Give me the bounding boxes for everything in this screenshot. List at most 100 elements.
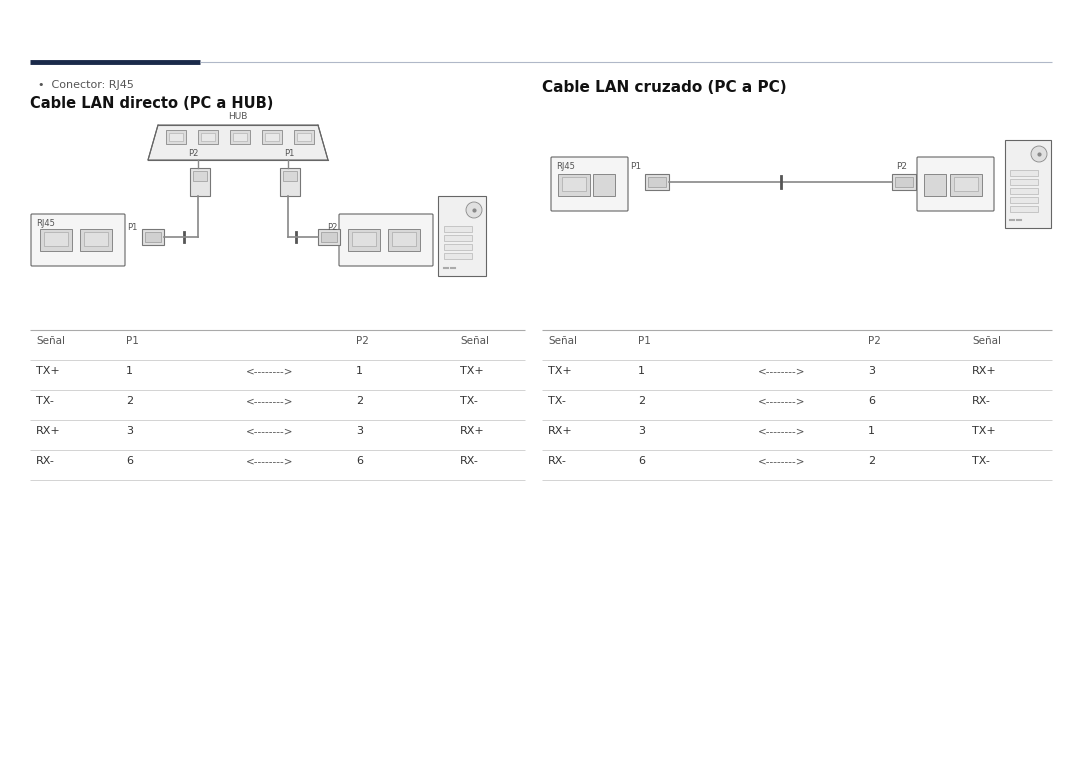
Text: RX+: RX+ [460, 426, 485, 436]
Text: TX-: TX- [36, 396, 54, 406]
Bar [352, 232, 376, 246]
Text: RJ45: RJ45 [556, 162, 575, 171]
Text: P1: P1 [284, 149, 295, 158]
Text: 6: 6 [126, 456, 133, 466]
Polygon shape [148, 125, 328, 160]
Text: P2: P2 [868, 336, 881, 346]
Bar [558, 174, 590, 196]
Text: <-------->: <--------> [758, 396, 806, 406]
Bar [40, 229, 72, 251]
Text: 6: 6 [868, 396, 875, 406]
Bar [230, 130, 249, 144]
Bar [895, 177, 913, 187]
Bar [318, 229, 340, 245]
Text: TX-: TX- [460, 396, 477, 406]
Bar [392, 232, 416, 246]
Text: Cable LAN directo (PC a HUB): Cable LAN directo (PC a HUB) [30, 96, 273, 111]
Text: <-------->: <--------> [246, 456, 294, 466]
Text: 2: 2 [868, 456, 875, 466]
Circle shape [465, 202, 482, 218]
Text: P2: P2 [327, 223, 338, 232]
Text: P2: P2 [356, 336, 369, 346]
Bar [265, 133, 279, 141]
Bar [321, 232, 337, 242]
Text: 2: 2 [638, 396, 645, 406]
Text: 3: 3 [868, 366, 875, 376]
Bar [444, 244, 472, 250]
Bar [444, 235, 472, 241]
Text: <-------->: <--------> [246, 426, 294, 436]
Bar [1010, 206, 1038, 212]
Bar [1010, 188, 1038, 194]
Bar [950, 174, 982, 196]
Text: 3: 3 [126, 426, 133, 436]
Bar [562, 177, 586, 191]
Bar [193, 171, 207, 181]
Text: RX+: RX+ [548, 426, 572, 436]
Bar [233, 133, 247, 141]
Text: <-------->: <--------> [246, 396, 294, 406]
Text: Señal: Señal [548, 336, 577, 346]
FancyBboxPatch shape [339, 214, 433, 266]
Bar [168, 133, 183, 141]
Bar [262, 130, 282, 144]
FancyBboxPatch shape [917, 157, 994, 211]
Text: Señal: Señal [460, 336, 489, 346]
Text: P2: P2 [188, 149, 199, 158]
Text: TX-: TX- [972, 456, 990, 466]
Text: 2: 2 [126, 396, 133, 406]
Bar [924, 174, 946, 196]
Text: P1: P1 [630, 162, 642, 171]
Bar [348, 229, 380, 251]
Text: RX-: RX- [548, 456, 567, 466]
Bar [297, 133, 311, 141]
Text: <-------->: <--------> [758, 366, 806, 376]
Bar [294, 130, 314, 144]
Text: RX-: RX- [972, 396, 990, 406]
Bar [388, 229, 420, 251]
Text: TX+: TX+ [972, 426, 996, 436]
Text: RX-: RX- [36, 456, 55, 466]
FancyBboxPatch shape [31, 214, 125, 266]
Circle shape [1031, 146, 1047, 162]
Text: RX-: RX- [460, 456, 478, 466]
Bar [444, 253, 472, 259]
Bar [44, 232, 68, 246]
FancyBboxPatch shape [551, 157, 627, 211]
Text: 3: 3 [356, 426, 363, 436]
Bar [190, 168, 210, 196]
Bar [593, 174, 615, 196]
Bar [444, 226, 472, 232]
Bar [954, 177, 978, 191]
Text: 6: 6 [356, 456, 363, 466]
Text: P1: P1 [638, 336, 651, 346]
Text: P2: P2 [896, 162, 907, 171]
Text: RJ45: RJ45 [36, 219, 55, 228]
Text: HUB: HUB [228, 112, 247, 121]
Text: <-------->: <--------> [758, 426, 806, 436]
Text: Señal: Señal [972, 336, 1001, 346]
Bar [80, 229, 112, 251]
Text: 3: 3 [638, 426, 645, 436]
Text: Cable LAN cruzado (PC a PC): Cable LAN cruzado (PC a PC) [542, 80, 786, 95]
Bar [166, 130, 186, 144]
Text: TX+: TX+ [548, 366, 571, 376]
Bar [648, 177, 666, 187]
Bar [283, 171, 297, 181]
Bar [438, 196, 486, 276]
Bar [645, 174, 669, 190]
Bar [141, 229, 164, 245]
Text: RX+: RX+ [972, 366, 997, 376]
Bar [201, 133, 215, 141]
Text: Señal: Señal [36, 336, 65, 346]
Bar [1005, 140, 1051, 228]
Text: P1: P1 [127, 223, 137, 232]
Text: 1: 1 [126, 366, 133, 376]
Text: 1: 1 [356, 366, 363, 376]
Text: TX+: TX+ [460, 366, 484, 376]
Text: 1: 1 [868, 426, 875, 436]
Text: <-------->: <--------> [758, 456, 806, 466]
Bar [892, 174, 916, 190]
Text: 2: 2 [356, 396, 363, 406]
Text: 6: 6 [638, 456, 645, 466]
